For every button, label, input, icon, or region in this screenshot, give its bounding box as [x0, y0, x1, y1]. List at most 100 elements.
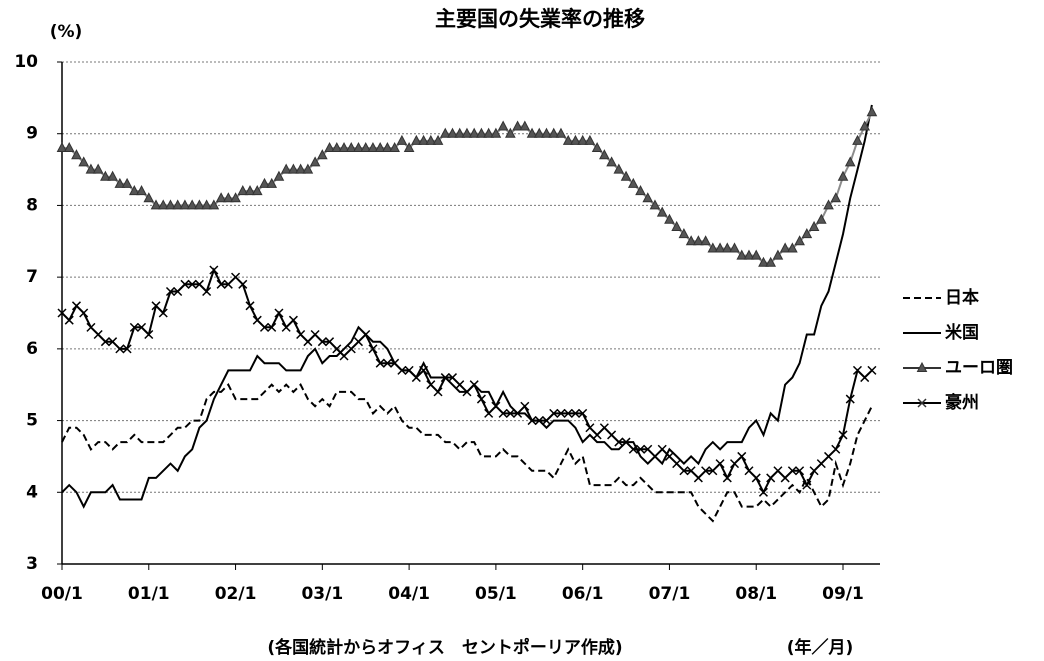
data-point: [533, 127, 545, 138]
data-point: [79, 308, 89, 318]
data-point: [672, 459, 682, 469]
data-point: [447, 127, 458, 138]
data-point: [180, 279, 190, 289]
data-point: [158, 308, 168, 318]
data-point: [468, 127, 480, 138]
data-point: [332, 344, 342, 354]
data-point: [157, 199, 169, 210]
data-point: [859, 120, 871, 131]
data-point: [643, 444, 653, 454]
data-point: [78, 156, 90, 167]
legend-label: 日本: [945, 287, 979, 308]
data-point: [824, 451, 834, 461]
data-point: [179, 199, 191, 210]
data-point: [419, 365, 429, 375]
data-point: [230, 192, 241, 203]
data-point: [816, 459, 826, 469]
data-point: [715, 459, 725, 469]
data-point: [222, 192, 234, 203]
data-point: [353, 337, 364, 347]
data-point: [563, 408, 573, 418]
data-point: [440, 373, 450, 383]
data-point: [787, 242, 798, 253]
data-point: [173, 286, 183, 297]
data-point: [527, 416, 537, 426]
data-point: [707, 242, 719, 253]
data-point: [172, 199, 184, 210]
data-point: [772, 249, 784, 260]
data-point: [71, 149, 82, 160]
data-point: [100, 170, 111, 181]
y-tick-label: 10: [14, 52, 38, 72]
data-point: [202, 286, 212, 297]
data-point: [165, 199, 176, 210]
data-point: [115, 344, 125, 354]
data-point: [721, 242, 733, 253]
data-point: [129, 322, 139, 332]
legend-label: 豪州: [945, 392, 979, 413]
data-point: [490, 127, 502, 138]
data-point: [513, 408, 523, 418]
data-point: [606, 156, 617, 167]
legend-label: 米国: [945, 322, 979, 343]
data-point: [628, 444, 638, 454]
y-tick-label: 9: [26, 124, 38, 144]
data-point: [758, 487, 768, 497]
data-point: [621, 437, 631, 447]
data-point: [411, 373, 421, 383]
data-point: [267, 322, 277, 332]
data-point: [288, 163, 299, 174]
data-point: [187, 279, 197, 289]
data-point: [136, 185, 147, 196]
data-point: [107, 170, 118, 181]
series-line: [61, 383, 873, 523]
chart-title: 主要国の失業率の推移: [435, 7, 645, 31]
data-point: [526, 127, 538, 138]
data-point: [693, 473, 703, 483]
x-tick-label: 05/1: [475, 584, 517, 604]
legend-label: ユーロ圏: [945, 358, 1013, 378]
data-point: [802, 480, 812, 490]
data-point: [577, 134, 588, 145]
data-point: [592, 430, 602, 440]
data-point: [310, 329, 320, 340]
data-point: [63, 141, 75, 153]
data-point: [317, 149, 328, 160]
data-point: [122, 344, 132, 354]
data-point: [599, 423, 609, 433]
data-point: [374, 141, 386, 153]
data-point: [498, 408, 508, 418]
data-point: [165, 286, 176, 297]
data-point: [259, 322, 270, 332]
data-point: [425, 134, 437, 145]
data-point: [809, 466, 819, 476]
data-point: [382, 141, 393, 153]
data-point: [491, 401, 501, 411]
data-point: [143, 192, 155, 203]
data-point: [389, 141, 400, 153]
data-point: [121, 177, 133, 188]
data-point: [664, 451, 674, 461]
data-point: [426, 380, 436, 390]
data-point: [302, 163, 314, 174]
data-point: [237, 185, 249, 196]
y-axis-unit: (%): [50, 22, 83, 42]
data-point: [765, 256, 777, 267]
data-point: [447, 373, 458, 383]
data-point: [144, 329, 154, 340]
data-point: [86, 322, 96, 332]
data-point: [252, 315, 262, 325]
y-tick-label: 5: [26, 411, 38, 431]
data-point: [657, 444, 667, 454]
data-point: [750, 249, 762, 260]
data-point: [216, 279, 226, 289]
data-point: [432, 134, 444, 145]
data-point: [100, 337, 110, 347]
data-point: [766, 473, 776, 483]
data-point: [64, 315, 74, 325]
data-point: [309, 156, 321, 167]
data-point: [852, 134, 863, 145]
data-point: [114, 177, 126, 188]
data-point: [273, 170, 285, 181]
